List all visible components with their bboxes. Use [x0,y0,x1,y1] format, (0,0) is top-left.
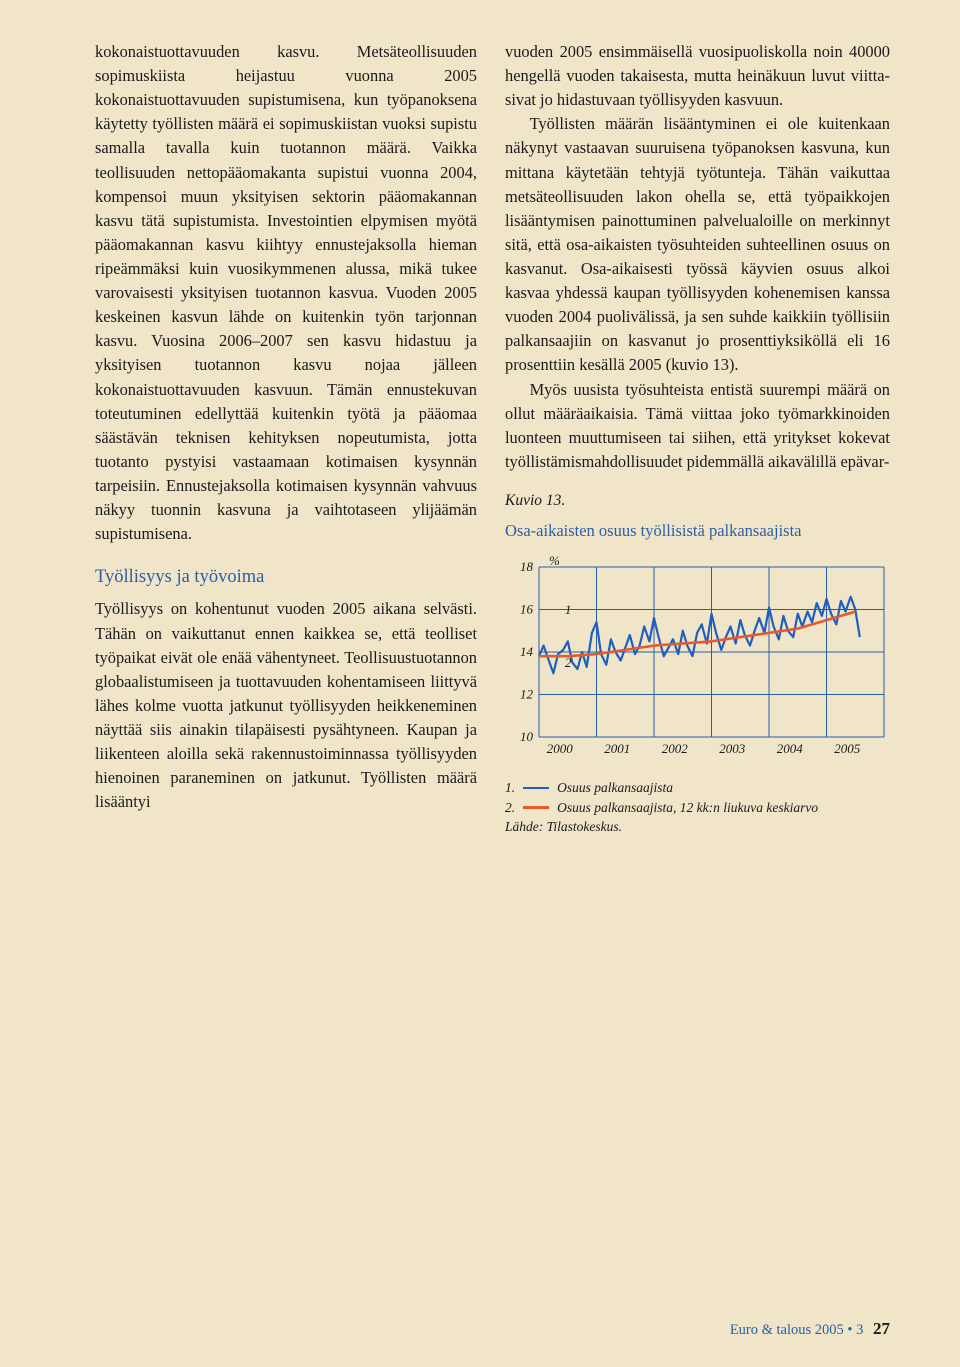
chart-source: Lähde: Tilastokeskus. [505,817,890,837]
svg-text:2: 2 [565,655,572,670]
svg-text:1: 1 [565,602,572,617]
separator-dot: • [847,1322,852,1338]
issue-number: 3 [856,1322,863,1338]
body-paragraph: vuoden 2005 ensimmäisellä vuosipuo­lisko… [505,40,890,112]
svg-text:2001: 2001 [604,741,630,756]
text-columns: kokonaistuottavuuden kasvu. Metsä­teolli… [95,40,890,837]
svg-text:2002: 2002 [662,741,689,756]
svg-text:16: 16 [520,602,534,617]
svg-text:10: 10 [520,729,534,744]
svg-text:2003: 2003 [719,741,746,756]
page-number: 27 [873,1319,890,1338]
svg-text:12: 12 [520,687,534,702]
legend-swatch-1 [523,787,549,790]
right-column: vuoden 2005 ensimmäisellä vuosipuo­lisko… [505,40,890,837]
body-paragraph: kokonaistuottavuuden kasvu. Metsä­teolli… [95,40,477,546]
legend-text: Osuus palkansaajista, 12 kk:n liukuva ke… [557,798,818,818]
legend-item-1: 1. Osuus palkansaajista [505,778,890,798]
journal-name: Euro & talous 2005 [730,1322,844,1338]
left-column: kokonaistuottavuuden kasvu. Metsä­teolli… [95,40,477,837]
page-footer: Euro & talous 2005 • 3 27 [730,1319,890,1339]
chart-canvas: %101214161820002001200220032004200512 [505,551,890,768]
chart-svg: %101214161820002001200220032004200512 [505,551,890,761]
figure-13: Kuvio 13. Osa-aikaisten osuus työllisist… [505,490,890,837]
legend-number: 1. [505,778,515,798]
svg-text:14: 14 [520,644,534,659]
body-paragraph: Työllisyys on kohentunut vuoden 2005 aik… [95,597,477,814]
svg-text:2004: 2004 [777,741,804,756]
body-paragraph: Myös uusista työsuhteista entistä suurem… [505,378,890,474]
page: kokonaistuottavuuden kasvu. Metsä­teolli… [0,0,960,837]
legend-swatch-2 [523,806,549,809]
svg-text:18: 18 [520,559,534,574]
legend-text: Osuus palkansaajista [557,778,673,798]
svg-text:2000: 2000 [547,741,574,756]
chart-title: Osa-aikaisten osuus työllisistä palkansa… [505,519,890,543]
figure-label: Kuvio 13. [505,490,890,513]
legend-number: 2. [505,798,515,818]
svg-text:%: % [549,553,560,568]
section-heading: Työllisyys ja työvoima [95,564,477,591]
svg-text:2005: 2005 [834,741,861,756]
legend-item-2: 2. Osuus palkansaajista, 12 kk:n liukuva… [505,798,890,818]
body-paragraph: Työllisten määrän lisääntyminen ei ole k… [505,112,890,377]
chart-legend: 1. Osuus palkansaajista 2. Osuus palkans… [505,778,890,837]
